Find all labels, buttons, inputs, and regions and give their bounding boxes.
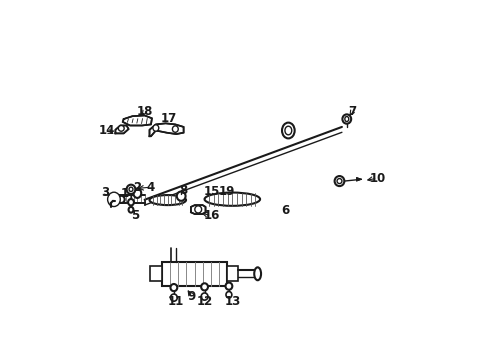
Text: 7: 7: [348, 105, 356, 118]
Ellipse shape: [334, 176, 344, 186]
Ellipse shape: [177, 192, 185, 201]
Ellipse shape: [285, 126, 291, 135]
Ellipse shape: [342, 114, 350, 124]
Polygon shape: [115, 126, 128, 134]
Bar: [149, 266, 162, 282]
Ellipse shape: [110, 195, 118, 204]
Ellipse shape: [201, 293, 207, 300]
Text: 14: 14: [99, 124, 115, 137]
Ellipse shape: [126, 185, 135, 194]
Polygon shape: [356, 177, 361, 181]
Ellipse shape: [225, 283, 232, 290]
Ellipse shape: [254, 267, 261, 280]
Text: 8: 8: [179, 184, 187, 197]
Text: 11: 11: [167, 296, 183, 309]
Ellipse shape: [170, 294, 177, 301]
Ellipse shape: [194, 206, 201, 213]
Ellipse shape: [336, 179, 341, 184]
Polygon shape: [190, 205, 205, 214]
Text: 18: 18: [137, 105, 153, 118]
Ellipse shape: [204, 193, 260, 206]
Text: 3: 3: [102, 186, 109, 199]
Ellipse shape: [170, 284, 177, 291]
Ellipse shape: [225, 292, 231, 298]
Text: 17: 17: [161, 112, 177, 125]
Text: 19: 19: [218, 185, 234, 198]
Ellipse shape: [153, 125, 159, 131]
Ellipse shape: [133, 189, 141, 198]
Ellipse shape: [128, 207, 133, 213]
Ellipse shape: [129, 187, 133, 192]
Ellipse shape: [107, 192, 120, 207]
Text: 16: 16: [203, 210, 219, 222]
Ellipse shape: [118, 196, 124, 203]
Text: 4: 4: [146, 181, 155, 194]
Bar: [227, 266, 238, 282]
Text: 10: 10: [368, 172, 385, 185]
Ellipse shape: [149, 195, 185, 205]
Ellipse shape: [201, 283, 207, 291]
Ellipse shape: [282, 123, 294, 138]
Ellipse shape: [172, 126, 178, 132]
Ellipse shape: [344, 117, 348, 122]
Text: 2: 2: [133, 181, 141, 194]
Text: 5: 5: [130, 209, 139, 222]
Ellipse shape: [128, 199, 134, 206]
Text: 15: 15: [203, 185, 219, 198]
Text: 6: 6: [280, 204, 288, 217]
Polygon shape: [122, 116, 152, 126]
Text: 9: 9: [187, 290, 196, 303]
Bar: [162, 262, 227, 286]
Polygon shape: [149, 123, 183, 136]
Text: 13: 13: [224, 296, 240, 309]
Text: 12: 12: [196, 296, 212, 309]
Text: 1: 1: [121, 187, 129, 200]
Ellipse shape: [118, 126, 124, 131]
